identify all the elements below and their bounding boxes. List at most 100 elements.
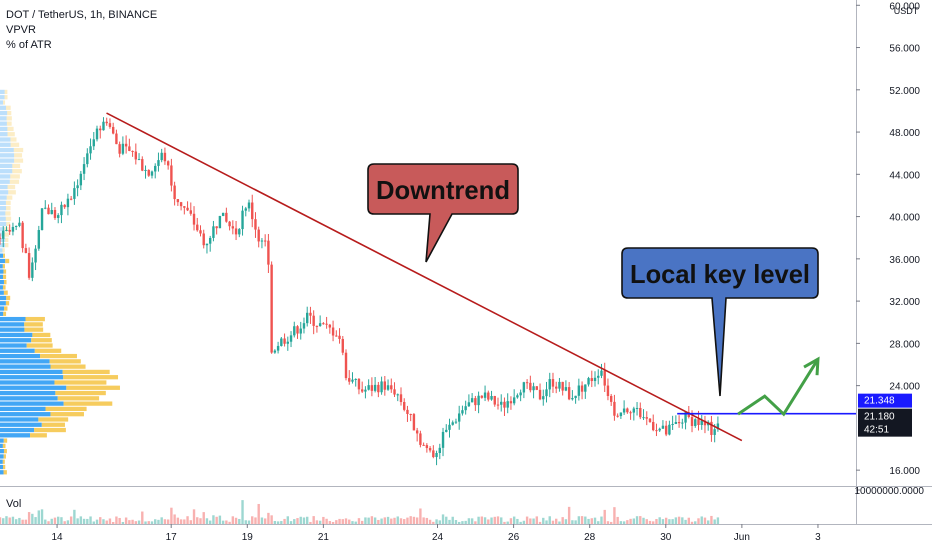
volume-bar: [687, 517, 690, 524]
volume-bar: [289, 521, 293, 524]
volume-profile-bar-down: [13, 147, 24, 153]
candle-body: [483, 392, 487, 398]
candle-body: [208, 237, 212, 244]
candle-body: [690, 416, 694, 426]
candle-body: [661, 425, 665, 429]
volume-profile-bar-down: [2, 248, 5, 253]
volume-profile-bar-up: [0, 412, 51, 417]
volume-profile-bar-down: [12, 163, 21, 169]
volume-bar: [189, 520, 192, 524]
volume-bar: [179, 519, 183, 524]
price-badge-last: 21.180: [864, 412, 895, 423]
volume-profile-bar-down: [50, 364, 86, 369]
price-axis-tick-label: 44.000: [889, 170, 920, 181]
volume-bar: [474, 521, 477, 524]
volume-bar: [399, 518, 403, 524]
projection-arrow[interactable]: [737, 358, 820, 417]
volume-bar: [263, 518, 267, 524]
volume-profile-bar-up: [0, 369, 63, 375]
candle-body: [642, 417, 645, 419]
candle-body: [212, 226, 215, 238]
volume-bar: [141, 511, 144, 524]
volume-bar: [11, 516, 15, 524]
candle-body: [286, 341, 290, 344]
volume-bar: [202, 512, 205, 524]
volume-profile-bar-up: [0, 364, 51, 369]
volume-profile-bar-up: [0, 195, 7, 200]
volume-bar: [131, 519, 134, 524]
downtrend-line[interactable]: [106, 112, 743, 442]
volume-profile-bar-down: [7, 110, 12, 116]
candle-body: [512, 397, 516, 404]
volume-profile-bar-down: [55, 390, 106, 396]
volume-profile-bar-up: [0, 258, 6, 264]
volume-bar: [509, 518, 513, 524]
volume-profile-bar-up: [0, 126, 8, 132]
volume-bar: [522, 520, 526, 524]
volume-profile-bar-down: [49, 359, 81, 364]
candle-body: [399, 394, 403, 402]
indicator-atr[interactable]: % of ATR: [6, 39, 52, 51]
candle-body: [574, 395, 577, 399]
candle-body: [622, 408, 626, 413]
volume-profile-bar-up: [0, 401, 64, 406]
volume-bar: [257, 503, 260, 524]
candle-body: [373, 384, 377, 391]
volume-profile-bar-up: [0, 158, 15, 163]
volume-profile-bar-up: [0, 322, 25, 327]
time-axis-tick-label: 21: [318, 532, 330, 543]
volume-bar: [716, 517, 720, 524]
volume-bar: [467, 518, 471, 524]
candle-body: [137, 159, 141, 161]
volume-profile-bar-down: [2, 264, 5, 269]
volume-profile-bar-up: [0, 253, 4, 258]
volume-bar: [241, 500, 244, 524]
volume-bar: [170, 507, 173, 524]
volume-bar: [710, 515, 713, 524]
volume-profile-bar-down: [8, 190, 16, 195]
candle-body: [351, 379, 354, 382]
volume-profile-bar-up: [0, 332, 33, 338]
candle-body: [328, 324, 332, 328]
volume-profile-bar-up: [0, 301, 6, 306]
candle-body: [593, 377, 597, 382]
volume-profile-bar-up: [0, 121, 7, 126]
volume-bar: [629, 518, 632, 524]
candle-body: [609, 395, 613, 402]
volume-bar: [457, 521, 461, 524]
candle-body: [121, 143, 125, 154]
volume-bar: [111, 521, 115, 524]
candle-body: [66, 198, 70, 208]
time-axis-tick-label: 17: [166, 532, 178, 543]
time-axis-tick-label: Jun: [734, 532, 750, 543]
candle-body: [500, 401, 503, 405]
volume-profile-bar-up: [0, 200, 6, 206]
candle-body: [154, 165, 157, 172]
volume-bar: [280, 521, 283, 524]
candle-body: [548, 379, 551, 390]
candle-body: [196, 224, 199, 231]
volume-profile-bar-up: [0, 105, 7, 110]
volume-bar: [331, 521, 335, 524]
volume-profile-bar-up: [0, 306, 5, 311]
candle-body: [603, 370, 606, 386]
candle-body: [380, 381, 383, 393]
symbol-title[interactable]: DOT / TetherUS, 1h, BINANCE: [6, 9, 158, 21]
candle-body: [218, 215, 222, 229]
volume-bar: [616, 516, 619, 524]
volume-bar: [50, 518, 53, 524]
volume-bar: [79, 516, 83, 524]
volume-profile-bar-up: [0, 454, 4, 459]
volume-bar: [393, 517, 396, 524]
volume-bar: [684, 519, 687, 524]
indicator-vpvr[interactable]: VPVR: [6, 24, 36, 36]
candle-body: [406, 409, 409, 414]
volume-profile-bar-down: [34, 427, 66, 433]
candle-body: [14, 225, 18, 227]
candle-body: [134, 151, 138, 160]
price-axis-tick-label: 56.000: [889, 44, 920, 55]
candle-body: [141, 159, 144, 171]
volume-profile-bar-up: [0, 470, 4, 475]
candle-body: [331, 327, 335, 336]
